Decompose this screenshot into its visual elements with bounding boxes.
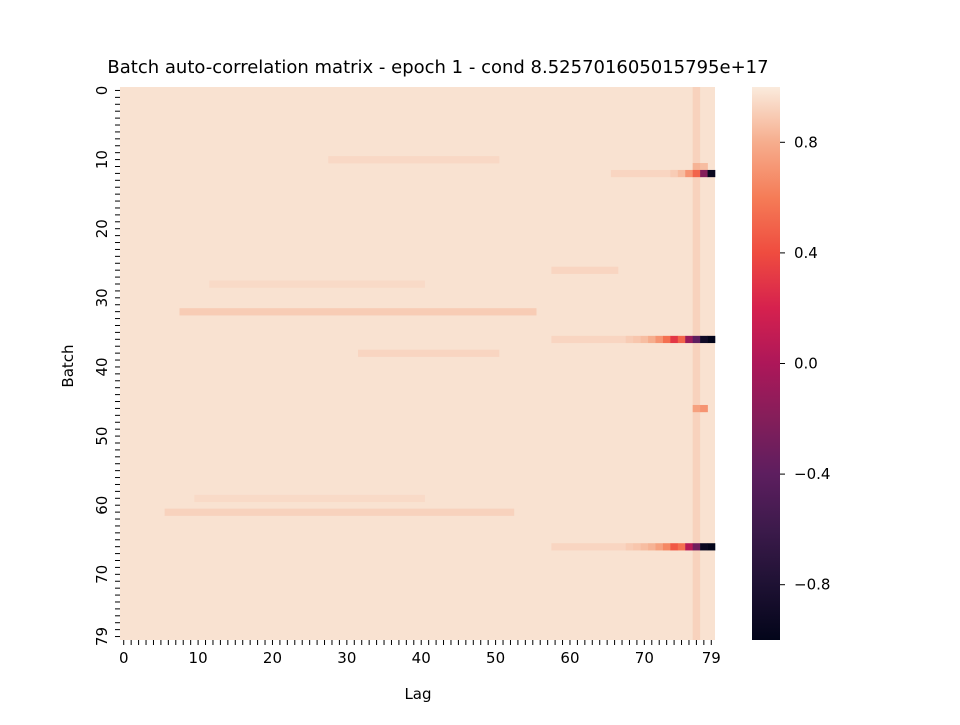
heatmap-band xyxy=(551,543,634,551)
x-tick-label: 20 xyxy=(263,649,282,667)
heatmap-cell xyxy=(625,543,634,551)
heatmap-band xyxy=(610,169,678,178)
heatmap-cell xyxy=(692,404,701,413)
y-tick-label: 79 xyxy=(93,627,111,646)
heatmap-band xyxy=(328,156,500,164)
x-tick-label: 70 xyxy=(635,649,654,667)
y-axis-ticks: 0 10 20 30 40 50 60 70 79 xyxy=(93,86,120,646)
colorbar-tick-label: 0.0 xyxy=(794,355,818,373)
x-tick-label: 40 xyxy=(412,649,431,667)
heatmap-cell xyxy=(700,335,708,344)
heatmap-cell xyxy=(670,543,679,551)
heatmap-cell xyxy=(700,543,708,551)
y-tick-label: 20 xyxy=(93,219,111,238)
heatmap-cell xyxy=(640,543,649,551)
heatmap-cell xyxy=(662,543,671,551)
y-tick-label: 0 xyxy=(93,86,111,96)
colorbar-ticks: 0.8 0.4 0.0 −0.4 −0.8 xyxy=(780,133,830,594)
heatmap-cell xyxy=(640,335,649,344)
heatmap-cell xyxy=(677,335,686,344)
y-tick-label: 30 xyxy=(93,288,111,307)
x-tick-label: 79 xyxy=(702,649,721,667)
colorbar-tick-label: 0.8 xyxy=(794,133,818,151)
heatmap-cell xyxy=(692,163,701,171)
heatmap-cell xyxy=(692,543,701,551)
colorbar-tick-label: 0.4 xyxy=(794,244,818,262)
heatmap-cell xyxy=(648,543,656,551)
heatmap-cell xyxy=(633,543,641,551)
colorbar-tick-label: −0.8 xyxy=(794,576,830,594)
heatmap-cell xyxy=(677,169,686,178)
heatmap-cell xyxy=(700,169,708,178)
heatmap-band xyxy=(164,508,515,516)
x-tick-label: 60 xyxy=(560,649,579,667)
heatmap-cells xyxy=(120,87,716,640)
heatmap-cell xyxy=(655,335,664,344)
y-axis-label: Batch xyxy=(59,344,77,387)
x-axis-ticks: 0 10 20 30 40 50 60 70 79 xyxy=(119,640,721,667)
colorbar-tick-label: −0.4 xyxy=(794,465,830,483)
heatmap-band xyxy=(358,349,500,357)
heatmap-cell xyxy=(648,335,656,344)
heatmap-cell xyxy=(685,169,693,178)
chart-title: Batch auto-correlation matrix - epoch 1 … xyxy=(107,57,768,78)
heatmap-cell xyxy=(707,335,716,344)
heatmap-band xyxy=(209,280,425,288)
heatmap-cell xyxy=(633,335,641,344)
y-tick-label: 50 xyxy=(93,427,111,446)
heatmap-cell xyxy=(677,543,686,551)
heatmap-cell xyxy=(670,169,679,178)
heatmap-cell xyxy=(625,335,634,344)
y-tick-label: 60 xyxy=(93,496,111,515)
x-tick-label: 30 xyxy=(337,649,356,667)
y-tick-label: 70 xyxy=(93,565,111,584)
heatmap-cell xyxy=(692,169,701,178)
heatmap-cell xyxy=(685,543,693,551)
heatmap-cell xyxy=(700,404,708,413)
heatmap-cell xyxy=(685,335,693,344)
heatmap-cell xyxy=(707,543,716,551)
y-tick-label: 40 xyxy=(93,357,111,376)
heatmap-cell xyxy=(692,335,701,344)
x-tick-label: 50 xyxy=(486,649,505,667)
heatmap-cell xyxy=(662,335,671,344)
x-axis-label: Lag xyxy=(404,685,431,703)
heatmap-band xyxy=(179,308,537,316)
heatmap-column-stripe xyxy=(692,87,701,640)
heatmap-band xyxy=(551,335,634,344)
x-tick-label: 0 xyxy=(119,649,129,667)
heatmap-cell xyxy=(655,543,664,551)
heatmap-cell xyxy=(700,163,708,171)
heatmap-band xyxy=(551,266,619,274)
y-tick-label: 10 xyxy=(93,150,111,169)
heatmap-cell xyxy=(670,335,679,344)
colorbar xyxy=(752,87,780,640)
x-tick-label: 10 xyxy=(189,649,208,667)
heatmap-band xyxy=(194,494,425,503)
heatmap-cell xyxy=(707,169,716,178)
